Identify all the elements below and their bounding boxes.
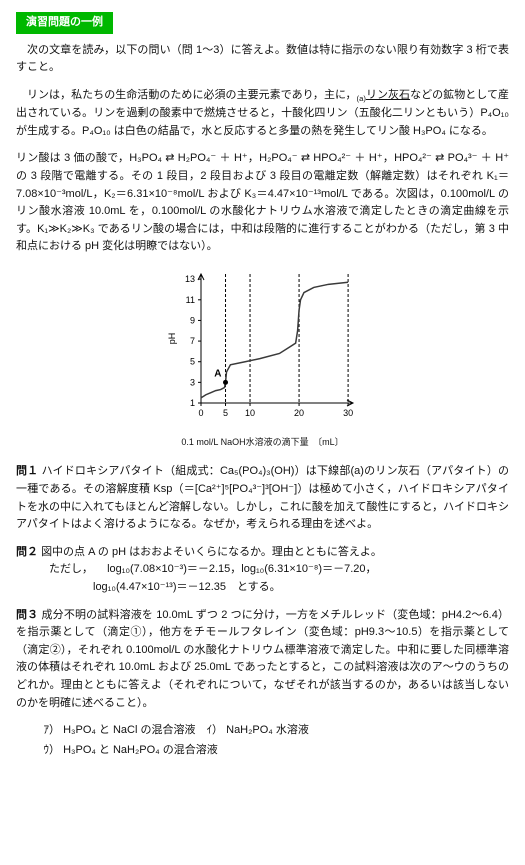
svg-text:13: 13 <box>184 274 194 284</box>
q3-label: 問３ <box>16 609 38 621</box>
svg-text:11: 11 <box>185 295 194 305</box>
q2-line3: log₁₀(4.47×10⁻¹³)＝－12.35 とする。 <box>93 581 281 593</box>
svg-text:0: 0 <box>198 408 203 418</box>
para1a: リンは，私たちの生命活動のために必須の主要元素であり，主に， <box>27 89 357 101</box>
q1-label: 問１ <box>16 465 38 477</box>
header-bar: 演習問題の一例 <box>16 12 113 34</box>
svg-text:A: A <box>214 368 221 379</box>
header-title: 演習問題の一例 <box>26 16 103 28</box>
svg-text:7: 7 <box>189 336 194 346</box>
paragraph-1: リンは，私たちの生命活動のために必須の主要元素であり，主に，(a)リン灰石などの… <box>16 87 509 141</box>
chart-caption: 0.1 mol/L NaOH水溶液の滴下量 〔mL〕 <box>16 435 509 449</box>
intro: 次の文章を読み，以下の問い（問 1～3）に答えよ。数値は特に指示のない限り有効数… <box>16 42 509 77</box>
svg-text:30: 30 <box>343 408 353 418</box>
choice-b: NaH₂PO₄ 水溶液 <box>226 724 309 736</box>
q2-line1: 図中の点 A の pH はおおよそいくらになるか。理由とともに答えよ。 <box>41 546 382 558</box>
choice-c-label: ｳ） <box>44 744 61 756</box>
chart-svg: 13579111305102030pHA <box>163 266 363 431</box>
svg-text:20: 20 <box>294 408 304 418</box>
question-1: 問１ ハイドロキシアパタイト（組成式：Ca₅(PO₄)₃(OH)）は下線部(a)… <box>16 463 509 533</box>
para1-sub: (a) <box>357 94 366 103</box>
q3-choices: ｱ） H₃PO₄ と NaCl の混合溶液 ｲ） NaH₂PO₄ 水溶液 ｳ） … <box>44 722 510 759</box>
choice-c: H₃PO₄ と NaH₂PO₄ の混合溶液 <box>63 744 218 756</box>
svg-text:3: 3 <box>189 377 194 387</box>
question-3: 問３ 成分不明の試料溶液を 10.0mL ずつ 2 つに分け，一方をメチルレッド… <box>16 607 509 713</box>
svg-text:pH: pH <box>167 333 177 345</box>
paragraph-2: リン酸は 3 価の酸で，H₃PO₄ ⇄ H₂PO₄⁻ ＋ H⁺，H₂PO₄⁻ ⇄… <box>16 150 509 256</box>
choice-b-label: ｲ） <box>207 724 224 736</box>
q3-text: 成分不明の試料溶液を 10.0mL ずつ 2 つに分け，一方をメチルレッド（変色… <box>16 609 509 709</box>
q2-label: 問２ <box>16 546 38 558</box>
para1-underline: リン灰石 <box>366 89 410 101</box>
choice-a: H₃PO₄ と NaCl の混合溶液 <box>63 724 195 736</box>
q2-line2: log₁₀(7.08×10⁻³)＝－2.15，log₁₀(6.31×10⁻⁸)＝… <box>107 563 376 575</box>
svg-text:1: 1 <box>189 398 194 408</box>
svg-text:5: 5 <box>223 408 228 418</box>
q2-line2-lead: ただし， <box>49 563 93 575</box>
svg-text:5: 5 <box>189 357 194 367</box>
titration-chart: 13579111305102030pHA 0.1 mol/L NaOH水溶液の滴… <box>16 266 509 449</box>
q1-text: ハイドロキシアパタイト（組成式：Ca₅(PO₄)₃(OH)）は下線部(a)のリン… <box>16 465 509 530</box>
svg-text:10: 10 <box>245 408 255 418</box>
svg-text:9: 9 <box>189 315 194 325</box>
question-2: 問２ 図中の点 A の pH はおおよそいくらになるか。理由とともに答えよ。 た… <box>16 544 509 597</box>
choice-a-label: ｱ） <box>44 724 61 736</box>
